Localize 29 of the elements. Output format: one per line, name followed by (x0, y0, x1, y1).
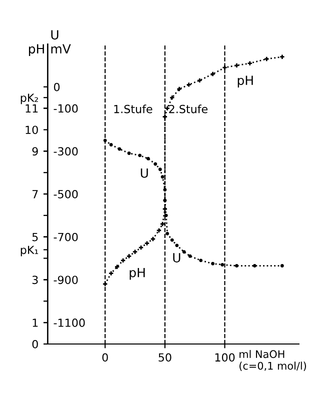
series-label: pH (238, 76, 253, 88)
y-tick-label: 0 (32, 340, 38, 348)
y2-tick-label: -100 (54, 104, 78, 113)
y-axis-title: pH (28, 44, 44, 56)
y-tick-label: pK₂ (20, 94, 38, 104)
y2-tick-label: -300 (54, 147, 78, 156)
x-tick-label: 50 (158, 353, 172, 362)
y2-tick-label: 0 (54, 82, 60, 92)
y2-tick-label: -700 (54, 232, 78, 242)
series-label: U (173, 253, 180, 262)
x-axis-title: ml NaOH (c=0,1 mol/l) (240, 350, 306, 371)
series-label: pH (130, 268, 145, 280)
y-tick-label: 9 (32, 147, 38, 156)
y2-tick-label: -900 (54, 276, 78, 284)
y2-axis-title: U mV (51, 30, 71, 54)
y-tick-label: pK₁ (20, 246, 38, 256)
y-tick-label: 5 (32, 232, 38, 242)
y2-tick-label: -1100 (54, 318, 85, 327)
y-tick-label: 11 (26, 104, 38, 113)
y2-tick-label: -500 (54, 190, 78, 198)
annotation: 2.Stufe (169, 104, 208, 114)
annotation: 1.Stufe (114, 104, 152, 114)
y-tick-label: 10 (26, 126, 38, 134)
x-tick-label: 0 (102, 353, 108, 362)
y-tick-label: 1 (32, 318, 38, 327)
x-tick-label: 100 (215, 353, 235, 362)
y-tick-label: 3 (32, 276, 38, 284)
y-tick-label: 7 (32, 190, 38, 198)
series-label: U (140, 168, 148, 178)
